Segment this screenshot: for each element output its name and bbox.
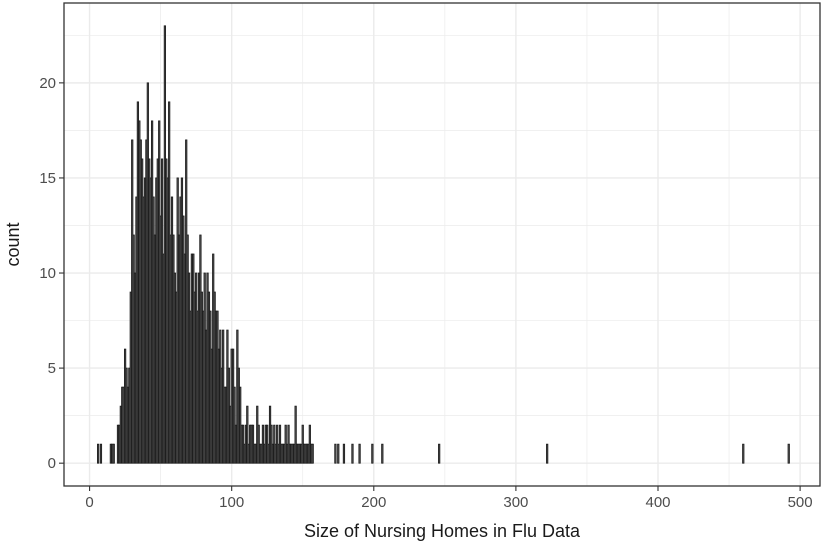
- histogram-bar: [294, 405, 297, 464]
- histogram-bar: [358, 443, 361, 464]
- histogram-bar: [438, 443, 441, 464]
- x-tick-label: 400: [645, 494, 670, 511]
- histogram-bar: [546, 443, 549, 464]
- histogram-bar: [381, 443, 384, 464]
- y-axis: 0 5 10 15 20: [39, 75, 64, 472]
- y-tick-label: 15: [39, 170, 56, 187]
- histogram-bar: [742, 443, 745, 464]
- x-tick-label: 100: [219, 494, 244, 511]
- histogram-bar: [311, 443, 314, 464]
- y-tick-label: 0: [48, 455, 56, 472]
- x-tick-label: 500: [788, 494, 813, 511]
- x-axis-title: Size of Nursing Homes in Flu Data: [304, 521, 581, 541]
- y-tick-label: 10: [39, 265, 56, 282]
- histogram-bar: [371, 443, 374, 464]
- histogram-bar: [246, 405, 249, 464]
- histogram-bar: [337, 443, 340, 464]
- x-tick-label: 200: [361, 494, 386, 511]
- y-axis-title: count: [3, 222, 23, 266]
- y-tick-label: 5: [48, 360, 56, 377]
- histogram-bar: [787, 443, 790, 464]
- x-axis: 0 100 200 300 400 500: [85, 486, 813, 511]
- y-tick-label: 20: [39, 75, 56, 92]
- histogram-bar: [96, 443, 100, 464]
- histogram-bar: [112, 443, 115, 464]
- histogram-bar: [99, 443, 103, 464]
- x-tick-label: 300: [503, 494, 528, 511]
- histogram-bar: [351, 443, 354, 464]
- panel-border: [63, 2, 821, 487]
- histogram-bar: [334, 443, 337, 464]
- x-tick-label: 0: [85, 494, 93, 511]
- histogram-bar: [342, 443, 346, 464]
- histogram-bars: [96, 25, 790, 464]
